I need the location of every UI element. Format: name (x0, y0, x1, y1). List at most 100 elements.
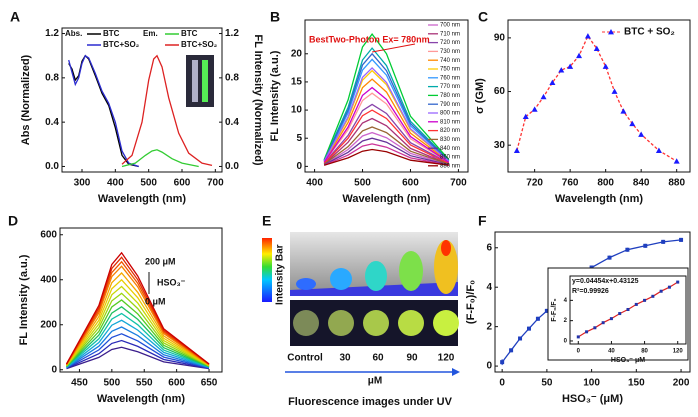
y-axis-label: F-F₀/F₀ (551, 298, 558, 321)
well (293, 310, 319, 336)
legend-header: Abs. (65, 29, 82, 38)
x-tick-label: 550 (136, 378, 153, 389)
point (500, 360, 505, 365)
cuvette (202, 60, 208, 102)
caption: Fluorescence images under UV (288, 396, 452, 408)
y-tick-label: 200 (40, 319, 57, 330)
legend-label: 780 nm (440, 93, 460, 99)
point (593, 45, 600, 52)
series-line (323, 52, 450, 162)
inset-point (676, 280, 680, 284)
point (567, 63, 574, 69)
series-line (323, 58, 450, 162)
y-tick-label: 2 (486, 321, 492, 332)
y-tick-label: 60 (494, 86, 506, 97)
series-line (323, 117, 450, 165)
legend-label: 730 nm (440, 49, 460, 55)
series-line (324, 148, 449, 166)
y-tick-label: 0 (51, 364, 57, 375)
point (629, 120, 636, 127)
cuvette (192, 60, 198, 102)
series-line (65, 272, 210, 366)
legend-label: BTC+SO₂ (181, 40, 218, 49)
well (363, 310, 389, 336)
x-axis-label: Wavelength (nm) (555, 193, 644, 205)
sample-label: 120 (438, 353, 455, 364)
series-line (65, 260, 210, 365)
y-tick-label: 0 (564, 339, 568, 345)
series-line (66, 346, 210, 370)
point (531, 106, 538, 112)
y2-tick-label: 0.8 (225, 72, 239, 83)
legend-header: Em. (143, 29, 158, 38)
series-line (66, 292, 210, 367)
panel-label: F (478, 213, 487, 229)
plot-frame (494, 231, 691, 373)
inset-point (618, 312, 622, 316)
well (433, 310, 459, 336)
series-line (65, 265, 210, 366)
intensity-bar (262, 238, 272, 302)
series-line (323, 69, 450, 162)
y-tick-label: 0.8 (45, 72, 59, 83)
point (589, 265, 594, 270)
x-axis-label: Wavelength (nm) (342, 193, 431, 205)
y-tick-label: 1.2 (45, 28, 59, 39)
x-axis-label: Wavelength (nm) (97, 393, 186, 405)
plot-frame (569, 275, 687, 345)
x-tick-label: 500 (103, 378, 120, 389)
x-tick-label: 700 (207, 178, 224, 189)
series-line (66, 299, 210, 367)
series-line (66, 319, 210, 368)
y2-tick-label: 1.2 (225, 28, 239, 39)
series-line (323, 47, 450, 161)
point (625, 247, 630, 252)
point (513, 147, 520, 153)
y-axis-label: Abs (Normalized) (20, 54, 32, 145)
inset-point (576, 335, 580, 339)
x-tick-label: 880 (668, 178, 685, 189)
plot-frame (59, 227, 223, 373)
annotation: BestTwo-Photon Ex= 780nm (309, 34, 430, 44)
point (584, 33, 591, 39)
annotation: HSO₃⁻ (157, 277, 186, 287)
sample-label: 90 (406, 353, 418, 364)
series-line (323, 78, 450, 163)
legend-label: BTC+SO₂ (103, 40, 140, 49)
legend-label: BTC (103, 29, 120, 38)
inset-point (643, 298, 647, 302)
x-tick-label: 500 (140, 178, 157, 189)
series-line (66, 312, 210, 368)
inset-point (634, 302, 638, 306)
y-tick-label: 0 (296, 161, 302, 172)
x-tick-label: 600 (174, 178, 191, 189)
x-tick-label: 80 (641, 349, 648, 355)
surface-peak (296, 278, 316, 290)
legend-label: 710 nm (440, 31, 460, 37)
series-line (66, 306, 210, 368)
y-tick-label: 0.4 (45, 117, 59, 128)
well (398, 310, 424, 336)
point (655, 147, 662, 153)
panel-label: A (10, 9, 20, 25)
legend-label: 820 nm (440, 128, 460, 134)
series-line (323, 143, 449, 166)
annotation-arrow (372, 43, 416, 53)
surface-peak-top (441, 240, 451, 256)
point (544, 308, 549, 313)
well (328, 310, 354, 336)
sample-label: Control (287, 353, 323, 364)
series-line (323, 109, 450, 165)
cuvette-photo (186, 55, 214, 107)
series-line (65, 285, 210, 367)
series-line (323, 137, 449, 166)
point (549, 79, 556, 85)
y-tick-label: 2 (564, 318, 568, 324)
inset-point (626, 307, 630, 311)
inset-point (667, 285, 671, 289)
y-tick-label: 4 (486, 282, 492, 293)
x-tick-label: 720 (526, 178, 543, 189)
inset-point (651, 294, 655, 298)
series-line (66, 333, 210, 369)
